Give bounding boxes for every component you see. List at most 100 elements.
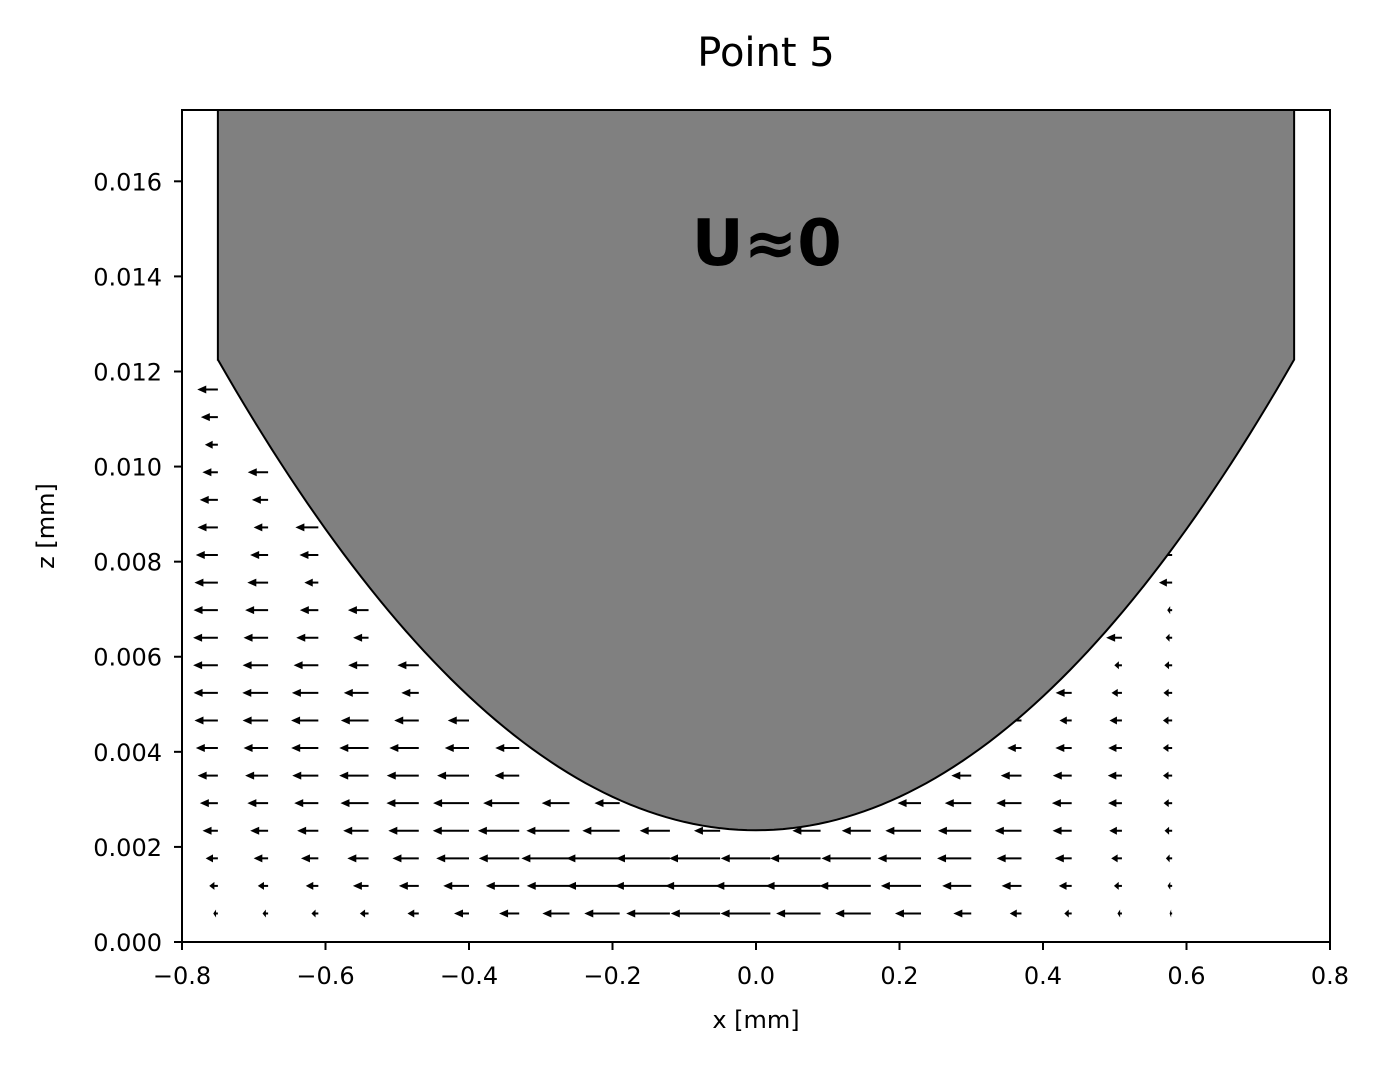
flow-arrow bbox=[639, 826, 670, 835]
flow-arrow bbox=[291, 688, 319, 697]
flow-arrow bbox=[401, 688, 419, 697]
flow-arrow bbox=[1058, 881, 1072, 890]
y-axis-label: z [mm] bbox=[32, 483, 60, 569]
flow-arrow bbox=[250, 551, 269, 560]
flow-arrow bbox=[348, 661, 369, 670]
x-axis-label: x [mm] bbox=[712, 1006, 799, 1034]
y-tick-label: 0.002 bbox=[93, 834, 162, 862]
flow-arrow bbox=[715, 881, 771, 890]
flow-arrow bbox=[668, 854, 721, 863]
flow-arrow bbox=[247, 468, 269, 477]
flow-arrow bbox=[584, 909, 620, 918]
flow-arrow bbox=[297, 826, 319, 835]
flow-arrow bbox=[819, 881, 871, 890]
flow-arrow bbox=[195, 551, 218, 560]
flow-arrow bbox=[243, 633, 269, 642]
flow-arrow bbox=[942, 881, 972, 890]
flow-arrow bbox=[291, 744, 319, 753]
flow-arrow bbox=[1107, 771, 1122, 780]
flow-arrow bbox=[615, 854, 670, 863]
flow-arrow bbox=[841, 826, 871, 835]
flow-arrow bbox=[209, 881, 218, 890]
y-tick-label: 0.016 bbox=[93, 168, 162, 196]
flow-arrow bbox=[521, 854, 570, 863]
flow-arrow bbox=[477, 826, 520, 835]
flow-arrow bbox=[433, 799, 469, 808]
flow-arrow bbox=[199, 799, 218, 808]
flow-arrow bbox=[835, 909, 871, 918]
flow-arrow bbox=[582, 826, 620, 835]
x-axis: −0.8 −0.6 −0.4 −0.2 0.0 0.2 0.4 0.6 0.8 bbox=[153, 942, 1349, 990]
flow-arrow bbox=[437, 771, 469, 780]
flow-arrow bbox=[389, 744, 419, 753]
flow-arrow bbox=[295, 523, 319, 532]
flow-arrow bbox=[347, 854, 369, 863]
flow-arrow bbox=[199, 495, 218, 504]
flow-arrow bbox=[614, 881, 670, 890]
flow-arrow bbox=[292, 771, 319, 780]
flow-arrow bbox=[1106, 633, 1122, 642]
flow-arrow bbox=[300, 854, 319, 863]
flow-arrow bbox=[720, 854, 771, 863]
flow-arrow bbox=[299, 551, 319, 560]
flow-arrow bbox=[1009, 909, 1022, 918]
flow-arrow bbox=[1052, 771, 1072, 780]
plot-area: U≈0 bbox=[181, 109, 1331, 943]
flow-arrow bbox=[478, 854, 520, 863]
flow-arrow bbox=[944, 799, 972, 808]
flow-arrow bbox=[202, 826, 218, 835]
flow-arrow bbox=[195, 744, 218, 753]
flow-arrow bbox=[245, 771, 269, 780]
flow-arrow bbox=[670, 909, 721, 918]
flow-arrow bbox=[765, 881, 821, 890]
flow-arrow bbox=[204, 440, 218, 449]
flow-arrow bbox=[251, 495, 269, 504]
flow-arrow bbox=[526, 826, 570, 835]
flow-arrow bbox=[693, 826, 721, 835]
flow-arrow bbox=[1167, 606, 1173, 615]
flow-arrow bbox=[937, 826, 972, 835]
flow-arrow bbox=[1059, 716, 1072, 725]
flow-arrow bbox=[1162, 744, 1173, 753]
flow-arrow bbox=[247, 799, 269, 808]
y-tick-label: 0.010 bbox=[93, 454, 162, 482]
flow-arrow bbox=[1001, 881, 1022, 890]
flow-arrow bbox=[262, 909, 269, 918]
flow-arrow bbox=[499, 909, 520, 918]
tip-body bbox=[216, 109, 1296, 832]
flow-arrow bbox=[193, 633, 218, 642]
flow-arrow bbox=[339, 771, 369, 780]
flow-arrow bbox=[1113, 881, 1122, 890]
flow-arrow bbox=[242, 716, 269, 725]
flow-arrow bbox=[340, 716, 369, 725]
flow-arrow bbox=[197, 771, 218, 780]
flow-arrow bbox=[291, 716, 319, 725]
flow-arrow bbox=[347, 606, 369, 615]
flow-arrow bbox=[897, 799, 922, 808]
flow-arrow bbox=[436, 854, 469, 863]
y-tick-label: 0.014 bbox=[93, 263, 162, 291]
flow-arrow bbox=[1054, 854, 1072, 863]
x-tick-label: 0.4 bbox=[1024, 962, 1062, 990]
flow-arrow bbox=[1167, 881, 1173, 890]
flow-arrow bbox=[542, 909, 570, 918]
flow-arrow bbox=[213, 909, 218, 918]
x-tick-label: −0.8 bbox=[153, 962, 211, 990]
flow-arrow bbox=[242, 688, 269, 697]
x-tick-label: −0.2 bbox=[583, 962, 641, 990]
x-tick-label: 0.2 bbox=[880, 962, 918, 990]
x-tick-label: −0.6 bbox=[296, 962, 354, 990]
flow-arrow bbox=[296, 633, 319, 642]
y-tick-label: 0.006 bbox=[93, 644, 162, 672]
flow-arrow bbox=[483, 799, 520, 808]
flow-arrow bbox=[1164, 826, 1173, 835]
flow-arrow bbox=[894, 909, 922, 918]
flow-arrow bbox=[792, 826, 821, 835]
flow-arrow bbox=[1158, 578, 1173, 587]
flow-arrow bbox=[1051, 799, 1072, 808]
y-axis: 0.000 0.002 0.004 0.006 0.008 0.010 0.012 0.014… bbox=[93, 168, 182, 957]
flow-arrow bbox=[394, 716, 419, 725]
flow-arrow bbox=[397, 661, 419, 670]
flow-arrow bbox=[665, 881, 721, 890]
